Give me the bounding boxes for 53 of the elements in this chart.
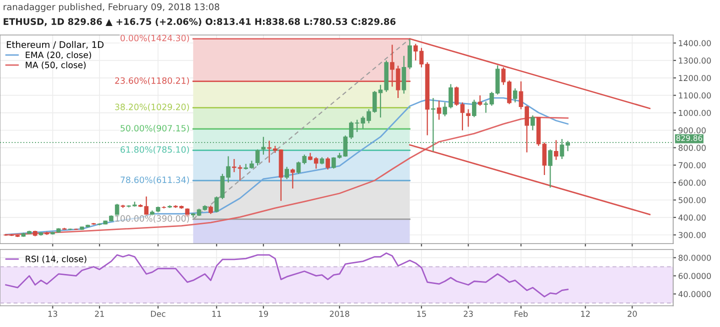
y-tick-label: 1200.00 bbox=[678, 74, 711, 82]
y-tick-label: 500.00 bbox=[678, 197, 706, 204]
candlestick bbox=[255, 148, 260, 166]
legend-label: EMA (20, close) bbox=[26, 51, 92, 60]
candlestick bbox=[267, 140, 272, 164]
line-series bbox=[5, 252, 569, 298]
legend-title: Ethereum / Dollar, 1D bbox=[6, 41, 104, 49]
y-tick-label: 800.00 bbox=[678, 144, 706, 151]
y-tick-label: 1300.00 bbox=[678, 58, 711, 64]
candlestick bbox=[326, 156, 330, 170]
ref-line-label: 78.60%(611.34) bbox=[120, 176, 189, 184]
x-tick-label: 13 bbox=[48, 310, 58, 317]
candlestick bbox=[284, 166, 289, 180]
y-tick-label: 1400.00 bbox=[678, 40, 711, 46]
candlestick bbox=[512, 88, 518, 103]
x-tick-label: 12 bbox=[581, 310, 590, 317]
candlestick bbox=[554, 140, 558, 160]
y-tick-label: 1100.00 bbox=[678, 92, 711, 99]
candlestick bbox=[290, 168, 295, 190]
candlestick bbox=[466, 108, 470, 128]
chart-title: ranadagger published, February 09, 2018 13:08 bbox=[4, 3, 220, 12]
ref-line-label: 50.00%(907.15) bbox=[120, 124, 189, 132]
x-tick-label: Dec bbox=[151, 310, 166, 317]
ref-line-label: 0.00%(1424.30) bbox=[120, 34, 189, 42]
y-tick-label: 400.00 bbox=[678, 214, 706, 221]
y-tick-label: 60.0000 bbox=[678, 272, 711, 279]
y-tick-label: 600.00 bbox=[678, 180, 706, 186]
y-tick-label: 300.00 bbox=[678, 232, 706, 238]
candlestick bbox=[472, 99, 476, 118]
x-tick-label: 21 bbox=[94, 310, 104, 317]
legend-label: RSI (14, close) bbox=[26, 256, 86, 264]
ref-line-label: 100.00%(390.00) bbox=[115, 215, 189, 223]
ref-line-label: 38.20%(1029.20) bbox=[115, 104, 189, 112]
ref-line-label: 61.80%(785.10) bbox=[120, 146, 189, 154]
x-tick-label: 11 bbox=[212, 310, 221, 317]
y-tick-label: 40.0000 bbox=[678, 291, 711, 298]
x-tick-label: 2018 bbox=[330, 310, 350, 317]
x-tick-label: 19 bbox=[259, 310, 268, 317]
candlestick bbox=[530, 114, 535, 131]
x-tick-label: Feb bbox=[514, 310, 528, 317]
x-tick-label: 15 bbox=[417, 310, 426, 317]
ref-line-label: 23.60%(1180.21) bbox=[115, 77, 189, 85]
chart-subtitle: ETHUSD, 1D 829.86 ▲ +16.75 (+2.06%) O:813.41 H:838.68 L:780.53 C:829.86 bbox=[4, 18, 396, 26]
y-tick-label: 900.00 bbox=[678, 127, 706, 134]
y-tick-label: 1000.00 bbox=[678, 110, 711, 116]
candlestick bbox=[548, 148, 552, 188]
candlestick bbox=[478, 94, 482, 106]
x-tick-label: 20 bbox=[628, 310, 637, 317]
y-tick-label: 80.0000 bbox=[678, 254, 711, 261]
x-tick-label: 23 bbox=[464, 310, 473, 317]
candlestick bbox=[436, 100, 442, 120]
y-tick-label: 700.00 bbox=[678, 162, 706, 168]
legend-label: MA (50, close) bbox=[26, 62, 86, 70]
